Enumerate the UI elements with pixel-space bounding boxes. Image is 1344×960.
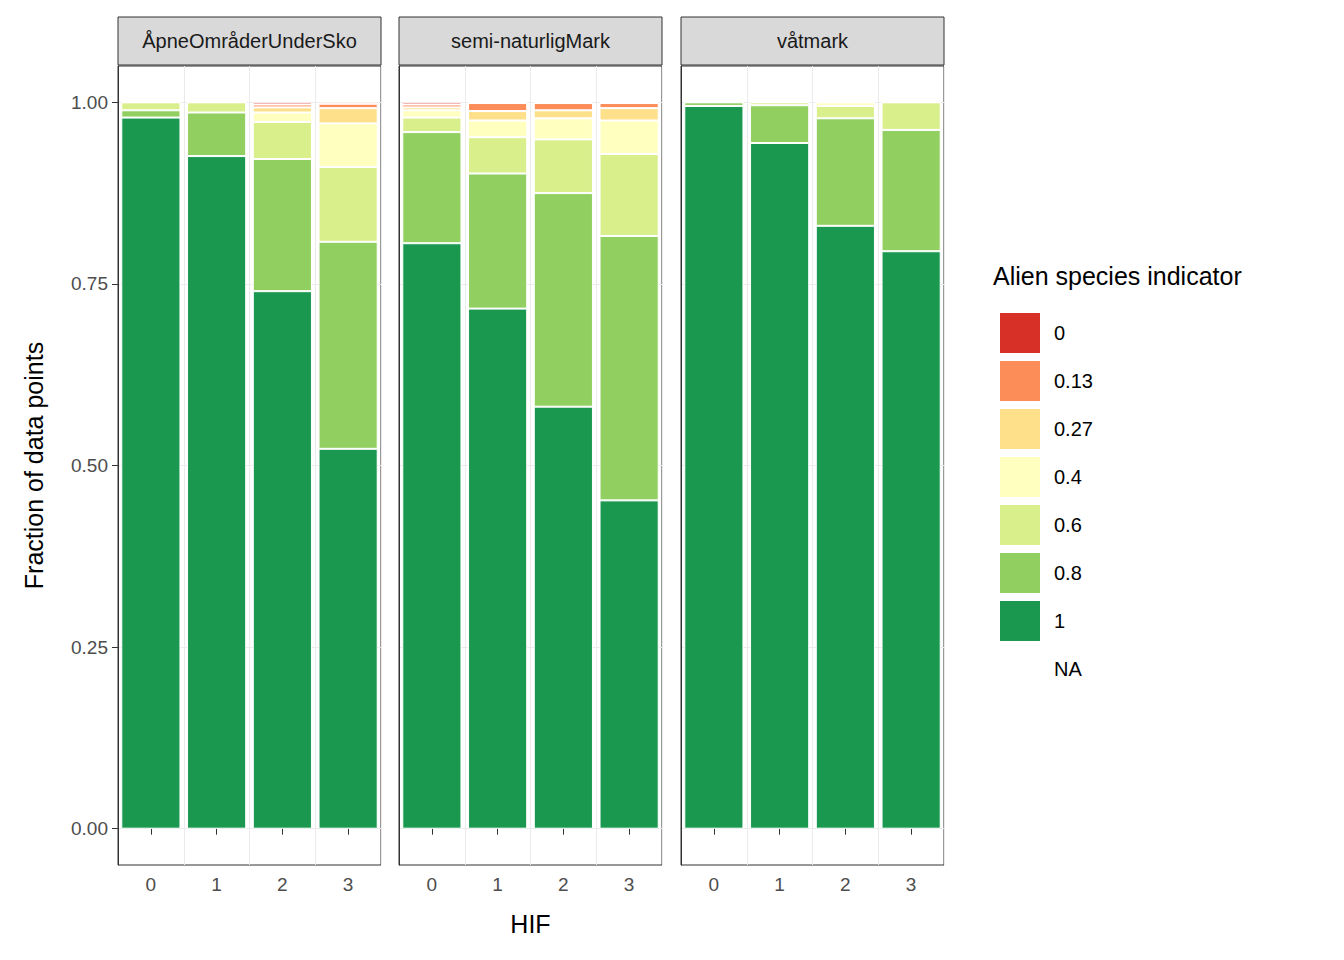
svg-text:3: 3 — [343, 874, 354, 895]
svg-text:0.50: 0.50 — [71, 455, 108, 476]
svg-text:0.6: 0.6 — [1054, 514, 1082, 536]
svg-text:ÅpneOmråderUnderSko: ÅpneOmråderUnderSko — [142, 30, 357, 52]
svg-text:0: 0 — [427, 874, 438, 895]
svg-text:semi-naturligMark: semi-naturligMark — [451, 30, 611, 52]
svg-text:1: 1 — [774, 874, 785, 895]
svg-text:0: 0 — [709, 874, 720, 895]
svg-text:3: 3 — [906, 874, 917, 895]
svg-text:0.13: 0.13 — [1054, 370, 1093, 392]
svg-text:HIF: HIF — [510, 910, 550, 938]
svg-text:1: 1 — [492, 874, 503, 895]
svg-text:0: 0 — [1054, 322, 1065, 344]
svg-text:0.25: 0.25 — [71, 637, 108, 658]
svg-text:Fraction of data points: Fraction of data points — [20, 342, 48, 589]
svg-text:1: 1 — [1054, 610, 1065, 632]
svg-text:0.27: 0.27 — [1054, 418, 1093, 440]
svg-text:0.75: 0.75 — [71, 273, 108, 294]
svg-text:2: 2 — [840, 874, 851, 895]
svg-text:1: 1 — [211, 874, 222, 895]
svg-text:0.4: 0.4 — [1054, 466, 1082, 488]
svg-text:Alien species indicator: Alien species indicator — [993, 262, 1242, 290]
svg-text:0.8: 0.8 — [1054, 562, 1082, 584]
svg-text:1.00: 1.00 — [71, 92, 108, 113]
svg-text:3: 3 — [624, 874, 635, 895]
svg-text:0.00: 0.00 — [71, 818, 108, 839]
svg-text:NA: NA — [1054, 658, 1082, 680]
svg-text:0: 0 — [146, 874, 157, 895]
svg-text:2: 2 — [277, 874, 288, 895]
svg-text:våtmark: våtmark — [777, 30, 849, 52]
svg-text:2: 2 — [558, 874, 569, 895]
